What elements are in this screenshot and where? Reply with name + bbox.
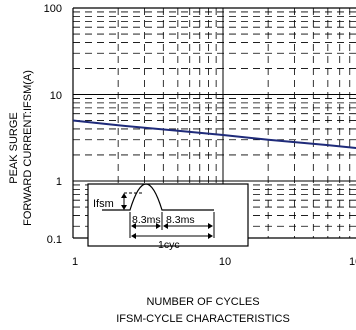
x-tick-label-100: 10 <box>349 256 356 268</box>
series-line-0 <box>72 119 356 149</box>
inset-t2-arrowhead-right <box>208 223 213 229</box>
inset-t1-arrowhead-right <box>156 223 161 229</box>
inset-cycle-label: 1cyc <box>158 239 180 251</box>
y-axis-title-line1: PEAK SURGE <box>8 112 20 184</box>
y-tick-label-1: 1 <box>56 176 62 188</box>
inset-t1-arrowhead-left <box>131 223 136 229</box>
inset-cycle-arrowhead-left <box>131 233 136 239</box>
series-layer <box>72 119 356 149</box>
inset-cycle-arrowhead-right <box>208 233 213 239</box>
inset-t1-label: 8.3ms <box>132 214 161 226</box>
y-tick-label-0-1: 0.1 <box>47 234 62 246</box>
inset-t2-arrowhead-left <box>163 223 168 229</box>
x-tick-label-1: 1 <box>72 256 78 268</box>
x-tick-label-10: 10 <box>219 256 231 268</box>
y-tick-label-10: 10 <box>50 90 62 102</box>
inset-ifsm-arrowhead-up <box>121 193 127 198</box>
inset-waveform <box>102 183 214 211</box>
inset-ifsm-arrowhead-down <box>121 205 127 210</box>
inset-diagram: Ifsm 8.3ms 8.3ms 1cyc <box>87 183 249 251</box>
inset-ifsm-label: Ifsm <box>93 198 114 210</box>
inset-t2-label: 8.3ms <box>166 214 195 226</box>
y-tick-label-100: 100 <box>44 3 62 15</box>
chart-caption: IFSM-CYCLE CHARACTERISTICS <box>116 313 290 325</box>
y-axis-title-line2: FORWARD CURRENT:IFSM(A) <box>22 70 34 226</box>
x-axis-title: NUMBER OF CYCLES <box>146 296 259 308</box>
